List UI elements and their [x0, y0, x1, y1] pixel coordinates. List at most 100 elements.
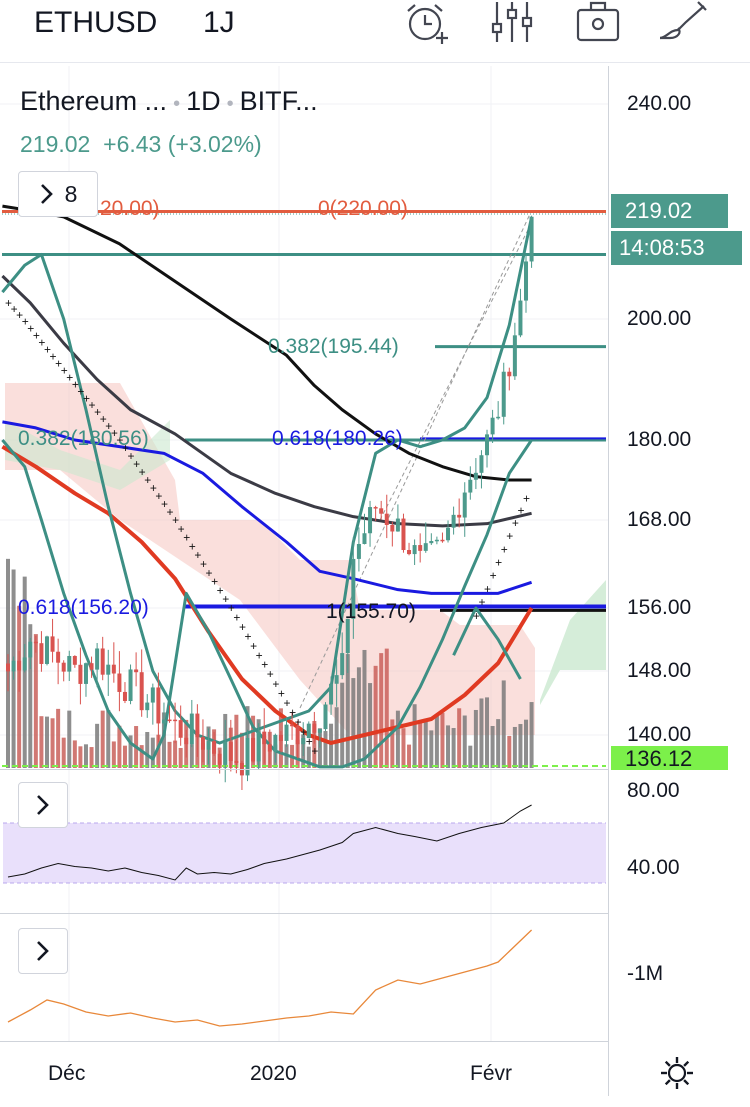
settings-gear-icon[interactable]	[660, 1056, 694, 1090]
volume-bar	[412, 704, 417, 768]
sar-dot: +	[495, 556, 502, 570]
sar-dot: +	[105, 419, 112, 433]
volume-bar	[67, 710, 72, 768]
candle-body	[128, 669, 133, 701]
volume-bar	[496, 719, 501, 768]
candle-body	[295, 726, 300, 745]
time-tick: Févr	[470, 1062, 512, 1085]
volume-bar	[122, 745, 127, 768]
legend-values: 219.02 +6.43 (+3.02%)	[20, 131, 262, 158]
sar-dot: +	[89, 398, 96, 412]
volume-bar	[167, 741, 172, 768]
candle-body	[412, 545, 417, 555]
candle-body	[200, 737, 205, 750]
sar-dot: +	[139, 465, 146, 479]
candle-body	[485, 434, 490, 456]
fib-label-0382-left: 0.382(180.56)	[18, 427, 149, 450]
volume-bar	[490, 725, 495, 768]
sar-dot: +	[284, 696, 291, 710]
candle-body	[134, 669, 139, 673]
fib-label-0382-right: 0.382(195.44)	[268, 335, 399, 358]
obv-line	[7, 929, 533, 1027]
legend-title[interactable]: Ethereum ... • 1D • BITF...	[20, 86, 318, 116]
sar-dot: +	[473, 609, 480, 623]
candle-body	[106, 664, 111, 675]
low-price-tag: 136.12	[611, 746, 728, 770]
volume-bar	[139, 745, 144, 768]
sar-dot: +	[490, 569, 497, 583]
sar-dot: +	[33, 329, 40, 343]
sar-dot: +	[66, 370, 73, 384]
volume-bar	[28, 624, 33, 768]
candle-body	[95, 648, 100, 670]
candle-body	[61, 662, 66, 672]
indicators-settings-icon[interactable]	[488, 0, 542, 50]
volume-bar	[485, 697, 490, 768]
sar-dot: +	[211, 575, 218, 589]
volume-bar	[72, 740, 77, 768]
obv-expand-button[interactable]	[18, 928, 68, 974]
candle-body	[39, 643, 44, 664]
candle-body	[72, 655, 77, 665]
symbol-label[interactable]: ETHUSD	[34, 6, 158, 39]
rsi-line	[7, 804, 532, 881]
fib-label-0618-right: 0.618(180.26)	[272, 427, 403, 450]
rsi-expand-button[interactable]	[18, 782, 68, 828]
volume-bar	[83, 744, 88, 768]
candle-body	[161, 719, 166, 724]
sar-dot: +	[100, 412, 107, 426]
candle-body	[384, 513, 389, 525]
sar-dot: +	[278, 686, 285, 700]
sar-dot: +	[300, 725, 307, 739]
volume-bar	[451, 728, 456, 768]
volume-bar	[306, 746, 311, 768]
volume-bar	[56, 708, 61, 768]
volume-bar	[368, 683, 373, 768]
volume-bar	[473, 709, 478, 768]
candle-body	[323, 704, 328, 730]
sar-dot: +	[150, 481, 157, 495]
candle-body	[351, 558, 356, 619]
candle-body	[451, 514, 456, 528]
candle-body	[407, 549, 412, 555]
candle-body	[329, 683, 334, 705]
candle-body	[429, 541, 434, 544]
candle-body	[44, 636, 49, 664]
volume-bar	[189, 744, 194, 768]
candle-body	[524, 261, 529, 301]
candle-body	[178, 720, 183, 738]
volume-bar	[356, 667, 361, 768]
sar-dot: +	[478, 595, 485, 609]
snapshot-camera-icon[interactable]	[572, 0, 626, 50]
candle-body	[117, 673, 122, 692]
candle-body	[278, 734, 283, 741]
bollinger-lower	[1, 439, 533, 769]
chevron-right-icon	[37, 795, 49, 815]
volume-bar	[239, 732, 244, 768]
volume-bar	[44, 716, 49, 768]
volume-bar	[479, 698, 484, 768]
cloud-bullish-left	[5, 420, 170, 490]
volume-bar	[345, 654, 350, 768]
sar-dot: +	[116, 433, 123, 447]
sar-dot: +	[484, 582, 491, 596]
fib-label-1: 1(155.70)	[326, 600, 416, 623]
sar-dot: +	[261, 658, 268, 672]
sar-dot: +	[295, 715, 302, 729]
volume-bar	[178, 747, 183, 768]
alarm-add-icon[interactable]	[400, 0, 454, 50]
indicators-expand-button[interactable]: 8	[18, 171, 98, 217]
candle-body	[22, 657, 27, 671]
price-tick: 156.00	[627, 596, 692, 619]
interval-label[interactable]: 1J	[203, 6, 235, 39]
volume-bar	[429, 730, 434, 768]
sar-dot: +	[122, 441, 129, 455]
candle-body	[17, 660, 22, 671]
volume-bar	[117, 725, 122, 768]
moving-averages	[1, 204, 534, 769]
candle-body	[189, 713, 194, 745]
sar-dot: +	[245, 629, 252, 643]
drawing-brush-icon[interactable]	[656, 0, 710, 50]
candle-body	[490, 417, 495, 435]
